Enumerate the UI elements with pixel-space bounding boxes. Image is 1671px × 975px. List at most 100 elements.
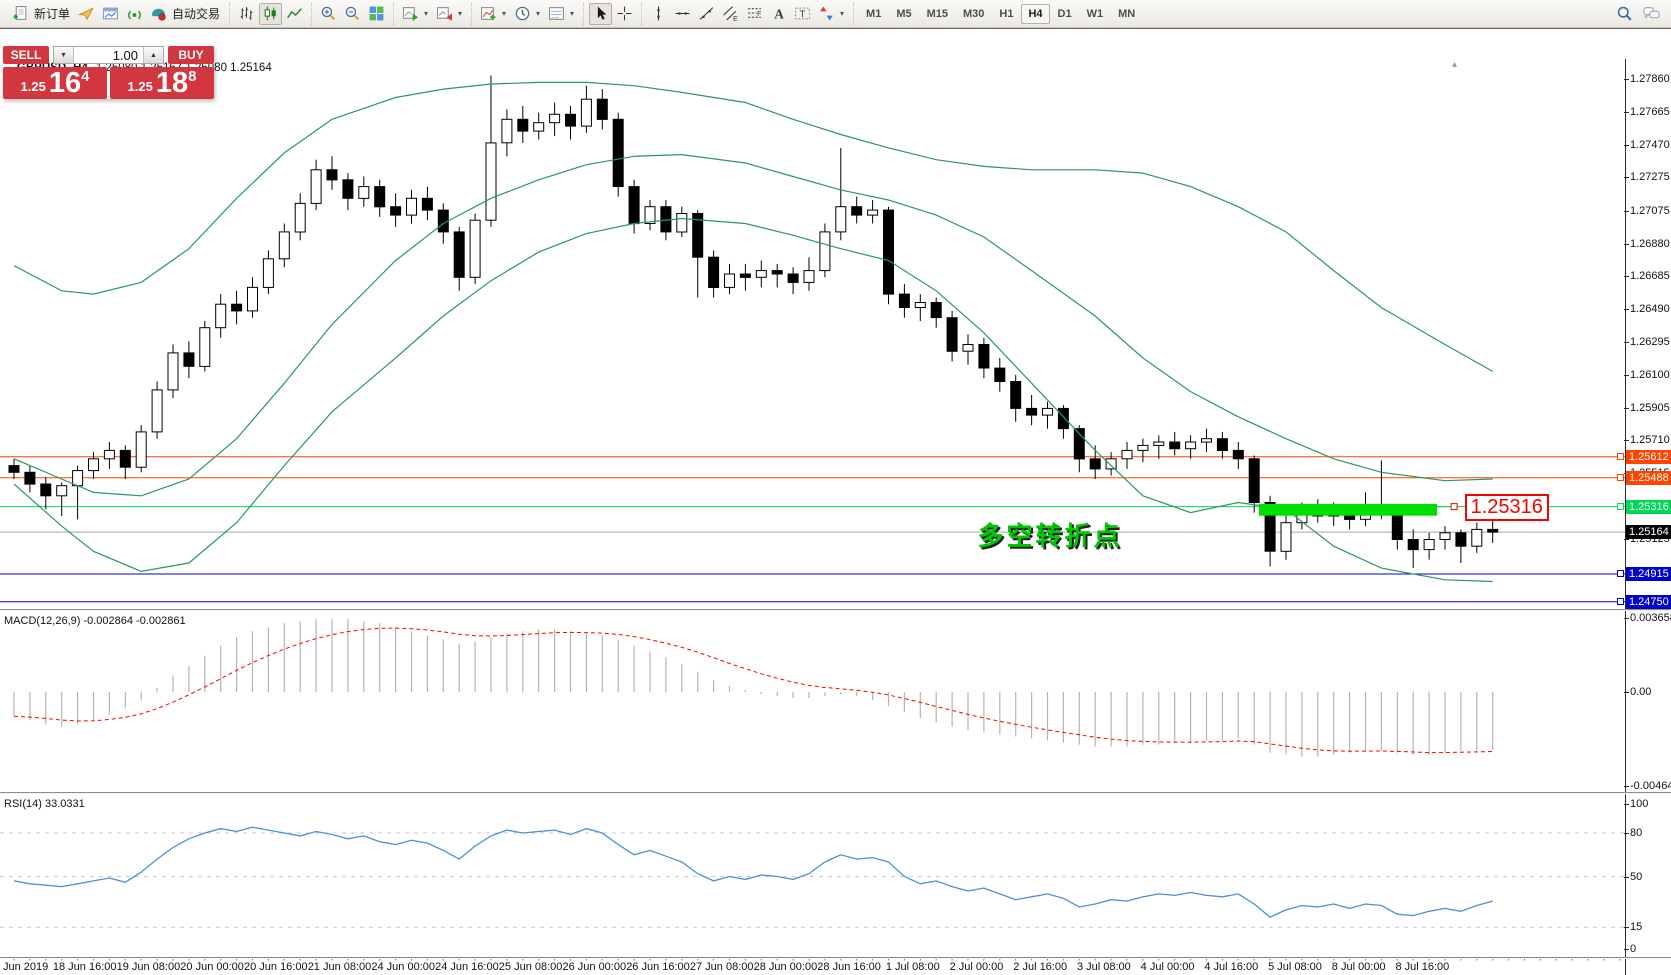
time-label: 27 Jun 08:00 [689,961,754,973]
bar-chart-icon[interactable] [235,3,258,25]
toolbar-right-group [1613,3,1667,25]
dropdown-caret-icon[interactable]: ▾ [458,9,463,18]
time-label: 28 Jun 00:00 [753,961,818,973]
price-tick-label: 1.26880 [1624,237,1670,250]
panel-separator-macd[interactable] [0,609,1671,611]
chat-icon[interactable] [1640,3,1663,25]
time-label: 2 Jul 16:00 [1013,961,1068,973]
signals-icon[interactable] [123,3,146,25]
cursor-icon[interactable] [589,2,613,25]
crosshair-icon[interactable] [613,3,636,25]
horizontal-line-icon[interactable] [671,3,694,25]
time-label: 21 Jun 08:00 [307,961,372,973]
line-chart-icon[interactable] [283,3,306,25]
panel-separator-rsi[interactable] [0,792,1671,794]
indicators-icon[interactable] [477,3,500,25]
sell-price-sup: 4 [81,68,90,85]
dropdown-caret-icon[interactable]: ▾ [536,9,541,18]
fibonacci-icon[interactable]: F [743,3,766,25]
autotrading-icon[interactable] [147,3,170,25]
dropdown-caret-icon[interactable]: ▾ [502,9,507,18]
volume-down-icon[interactable]: ▼ [54,47,74,63]
timeframe-m1[interactable]: M1 [866,7,882,20]
vertical-line-icon[interactable] [647,3,670,25]
time-label: 20 Jun 00:00 [180,961,244,973]
volume-value[interactable]: 1.00 [112,48,138,63]
zoom-out-icon[interactable] [341,3,364,25]
text-icon[interactable]: A [767,3,790,25]
tile-windows-icon[interactable] [365,3,388,25]
buy-button[interactable]: BUY [168,46,214,64]
label-icon[interactable]: T [791,3,814,25]
line-anchor-marker[interactable] [1617,503,1624,511]
panel-separator-time [0,957,1671,959]
profiles-icon[interactable] [433,3,456,25]
send-icon[interactable] [75,3,98,25]
arrows-icon[interactable] [815,3,838,25]
time-label: 26 Jun 00:00 [562,961,627,973]
buy-price-button[interactable]: 1.25 18 8 [110,67,214,99]
time-label: 2 Jul 00:00 [949,961,1004,973]
rsi-canvas[interactable] [0,795,1625,957]
price-axis[interactable] [1625,59,1626,975]
time-label: 8 Jun 2019 [0,961,49,973]
timeframe-m30[interactable]: M30 [963,7,985,20]
zoom-in-icon[interactable] [317,3,340,25]
line-anchor-marker[interactable] [1617,570,1624,578]
dropdown-caret-icon[interactable]: ▾ [840,9,845,18]
new-order-icon[interactable] [9,3,32,25]
price-level-tag: 1.25488 [1626,470,1671,485]
price-tick-label: 1.25710 [1624,434,1670,447]
sell-price-button[interactable]: 1.25 16 4 [3,67,107,99]
timeframe-h4[interactable]: H4 [1021,3,1050,24]
time-label: 26 Jun 16:00 [626,961,690,973]
templates-icon[interactable] [545,3,568,25]
timeframe-m5[interactable]: M5 [896,7,912,20]
price-tag-label[interactable]: 1.25316 [1464,493,1549,521]
time-label: 24 Jun 16:00 [435,961,499,973]
time-label: 8 Jul 00:00 [1331,961,1386,973]
new-chart-icon[interactable] [399,3,422,25]
buy-price-big: 18 [155,67,189,99]
price-level-tag: 1.25316 [1626,499,1671,514]
time-label: 25 Jun 08:00 [498,961,563,973]
rsi-header: RSI(14) 33.0331 [4,798,85,810]
time-label: 3 Jul 08:00 [1076,961,1131,973]
timeframe-d1[interactable]: D1 [1057,7,1072,20]
price-level-tag: 1.25164 [1626,525,1671,540]
sell-button[interactable]: SELL [3,46,49,64]
price-tick-label: 1.26100 [1624,368,1670,381]
timeframe-w1[interactable]: W1 [1086,7,1104,20]
line-anchor-marker[interactable] [1617,453,1624,461]
chart-window: ▲GBPUSD-,H41.25080 1.25167 1.25080 1.251… [0,28,1671,975]
one-click-trading-panel: SELL ▼ 1.00 ▲ BUY 1.25 16 4 1.25 18 8 [3,46,214,99]
timeframe-h1[interactable]: H1 [999,7,1014,20]
toolbar-group [311,2,393,25]
candlestick-chart-icon[interactable] [259,2,283,25]
dropdown-caret-icon[interactable]: ▾ [570,9,575,18]
buy-price-sup: 8 [188,68,197,85]
price-tick-label: 1.27665 [1624,105,1670,118]
channel-icon[interactable]: E [719,3,742,25]
trendline-icon[interactable] [695,3,718,25]
line-anchor-marker[interactable] [1617,598,1624,606]
macd-canvas[interactable] [0,612,1625,792]
toolbar-group: ▾ ▾ [393,2,471,25]
autotrading-label[interactable]: 自动交易 [172,7,221,21]
chart-window-icon[interactable] [99,3,122,25]
price-tick-label: 1.25905 [1624,401,1670,414]
rsi-tick-label: 80 [1623,827,1643,839]
new-order-label[interactable]: 新订单 [34,7,71,21]
volume-stepper: ▼ 1.00 ▲ [53,46,164,64]
price-level-tag: 1.24750 [1626,594,1671,609]
timeframe-mn[interactable]: MN [1118,7,1136,20]
main-chart-canvas[interactable] [0,59,1625,609]
pivot-annotation[interactable]: 多空转折点 [977,520,1123,551]
search-icon[interactable] [1613,3,1636,25]
dropdown-caret-icon[interactable]: ▾ [424,9,429,18]
line-anchor-marker[interactable] [1617,474,1624,482]
volume-up-icon[interactable]: ▲ [143,47,163,63]
timeframe-m15[interactable]: M15 [926,7,948,20]
periods-icon[interactable] [511,3,534,25]
chart-shift-marker-icon[interactable]: ▴ [1452,59,1458,70]
